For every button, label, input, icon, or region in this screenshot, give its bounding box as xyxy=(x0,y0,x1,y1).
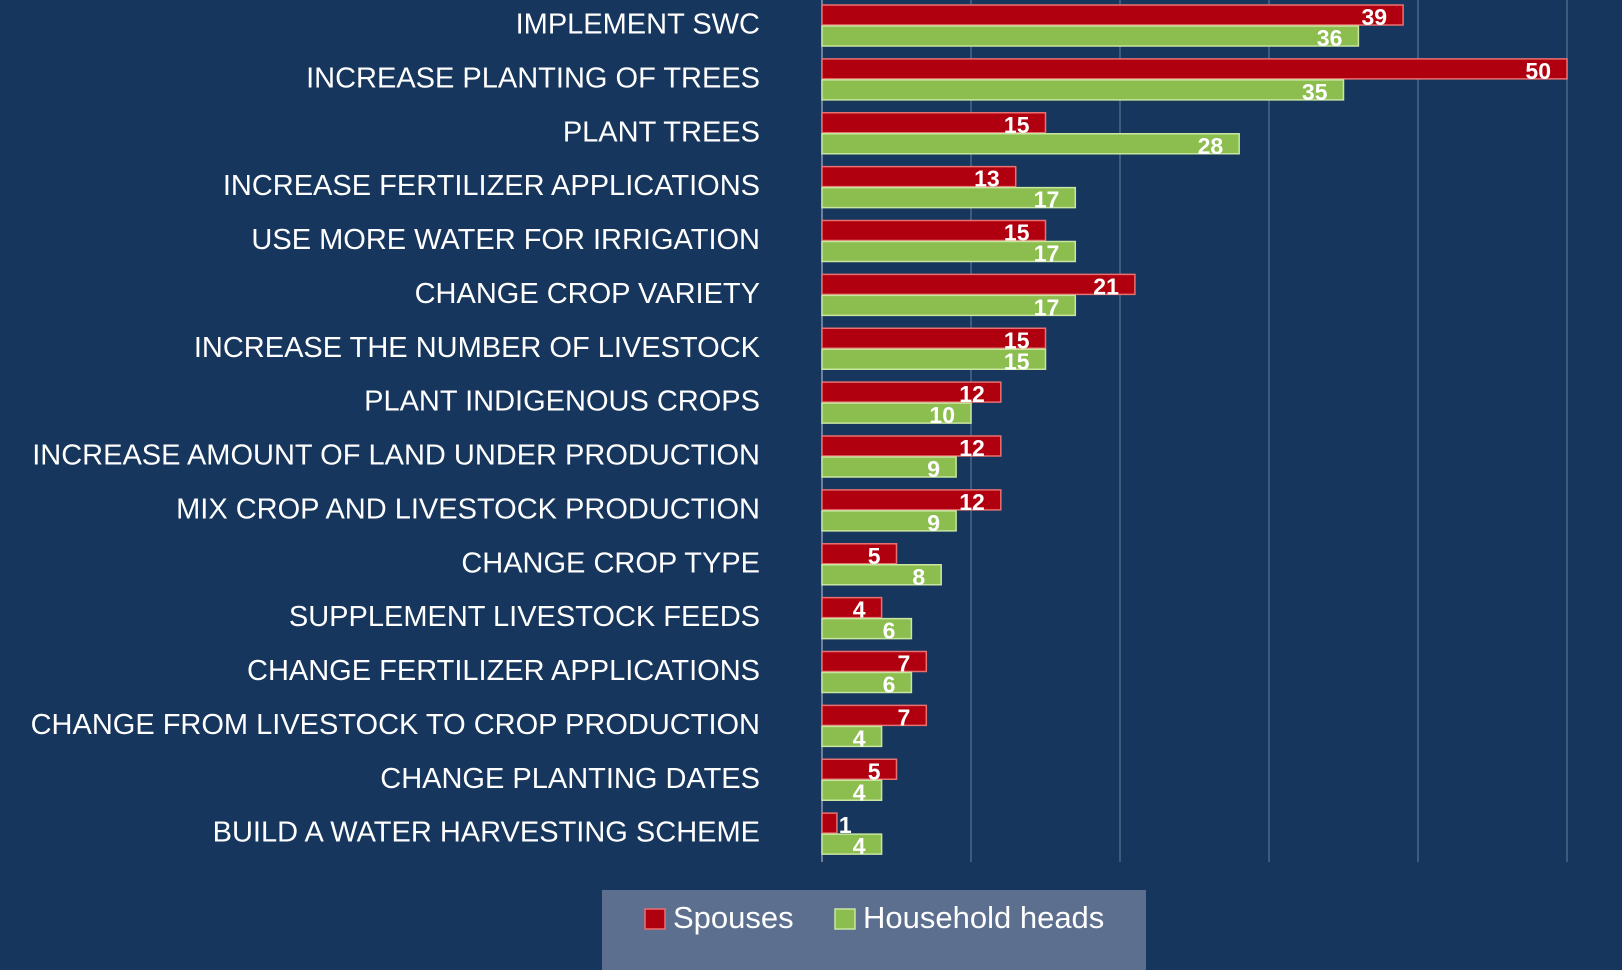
bar xyxy=(821,543,898,565)
legend-box xyxy=(602,890,1146,970)
bar xyxy=(821,186,1077,209)
bar xyxy=(821,650,928,673)
bar xyxy=(821,79,1345,101)
y-tick-label: INCREASE THE NUMBER OF LIVESTOCK xyxy=(194,332,761,364)
bar xyxy=(821,510,957,532)
data-label: 9 xyxy=(927,456,940,482)
data-label: 6 xyxy=(883,618,896,644)
data-label: 7 xyxy=(898,704,911,730)
bar xyxy=(821,381,1002,403)
data-label: 7 xyxy=(898,651,911,677)
data-label: 17 xyxy=(1034,187,1060,213)
y-tick-label: CHANGE FERTILIZER APPLICATIONS xyxy=(247,655,760,687)
data-label: 4 xyxy=(853,597,866,623)
data-label: 12 xyxy=(959,489,985,515)
bar xyxy=(821,240,1077,263)
bar xyxy=(821,327,1047,349)
bar xyxy=(821,348,1047,370)
y-tick-label: BUILD A WATER HARVESTING SCHEME xyxy=(213,817,760,849)
data-label: 10 xyxy=(929,402,955,428)
data-label: 1 xyxy=(839,812,852,838)
legend-swatch xyxy=(644,908,666,930)
bar xyxy=(821,219,1047,242)
bar xyxy=(821,704,928,727)
data-label: 12 xyxy=(959,435,985,461)
data-label: 28 xyxy=(1198,133,1224,159)
bar xyxy=(821,133,1240,155)
bar xyxy=(821,489,1002,511)
data-label: 4 xyxy=(853,833,866,859)
data-label: 8 xyxy=(912,564,925,590)
legend-label: Spouses xyxy=(673,900,794,935)
y-tick-label: IMPLEMENT SWC xyxy=(516,9,760,41)
data-label: 17 xyxy=(1034,241,1060,267)
y-tick-label: PLANT TREES xyxy=(563,116,760,148)
y-tick-label: USE MORE WATER FOR IRRIGATION xyxy=(251,224,760,256)
bar xyxy=(821,758,898,780)
data-label: 39 xyxy=(1362,4,1388,30)
data-label: 5 xyxy=(868,758,881,784)
data-label: 6 xyxy=(883,672,896,698)
bar xyxy=(821,833,883,855)
bar xyxy=(821,596,883,619)
y-tick-label: CHANGE CROP VARIETY xyxy=(415,278,760,310)
bar xyxy=(821,671,913,694)
data-label: 4 xyxy=(853,725,866,751)
data-label: 21 xyxy=(1093,273,1119,299)
y-tick-label: CHANGE CROP TYPE xyxy=(461,547,760,579)
data-label: 17 xyxy=(1034,294,1060,320)
bar xyxy=(821,165,1017,188)
bar xyxy=(821,402,972,424)
y-tick-label: MIX CROP AND LIVESTOCK PRODUCTION xyxy=(176,493,760,525)
y-tick-label: CHANGE FROM LIVESTOCK TO CROP PRODUCTION xyxy=(31,709,760,741)
bar xyxy=(821,294,1077,317)
y-tick-label: SUPPLEMENT LIVESTOCK FEEDS xyxy=(289,601,760,633)
bar xyxy=(821,4,1404,26)
data-label: 15 xyxy=(1004,348,1030,374)
bar xyxy=(821,58,1568,80)
bar xyxy=(821,435,1002,457)
data-label: 9 xyxy=(927,510,940,536)
bar xyxy=(821,779,883,801)
data-label: 35 xyxy=(1302,79,1328,105)
bar xyxy=(821,25,1360,47)
legend-label: Household heads xyxy=(863,900,1104,935)
bar xyxy=(821,112,1047,134)
bar xyxy=(821,725,883,748)
y-tick-label: INCREASE PLANTING OF TREES xyxy=(306,62,760,94)
bar xyxy=(821,273,1136,296)
legend-swatch xyxy=(834,908,856,930)
data-label: 4 xyxy=(853,779,866,805)
y-tick-label: INCREASE FERTILIZER APPLICATIONS xyxy=(223,170,760,202)
bar xyxy=(821,456,957,478)
bar xyxy=(821,564,942,586)
y-tick-label: INCREASE AMOUNT OF LAND UNDER PRODUCTION xyxy=(32,440,760,472)
bar xyxy=(821,812,838,834)
y-tick-label: PLANT INDIGENOUS CROPS xyxy=(364,386,760,418)
bar xyxy=(821,617,913,640)
y-tick-label: CHANGE PLANTING DATES xyxy=(380,763,760,795)
data-label: 36 xyxy=(1317,25,1343,51)
data-label: 5 xyxy=(868,543,881,569)
data-label: 50 xyxy=(1525,58,1551,84)
